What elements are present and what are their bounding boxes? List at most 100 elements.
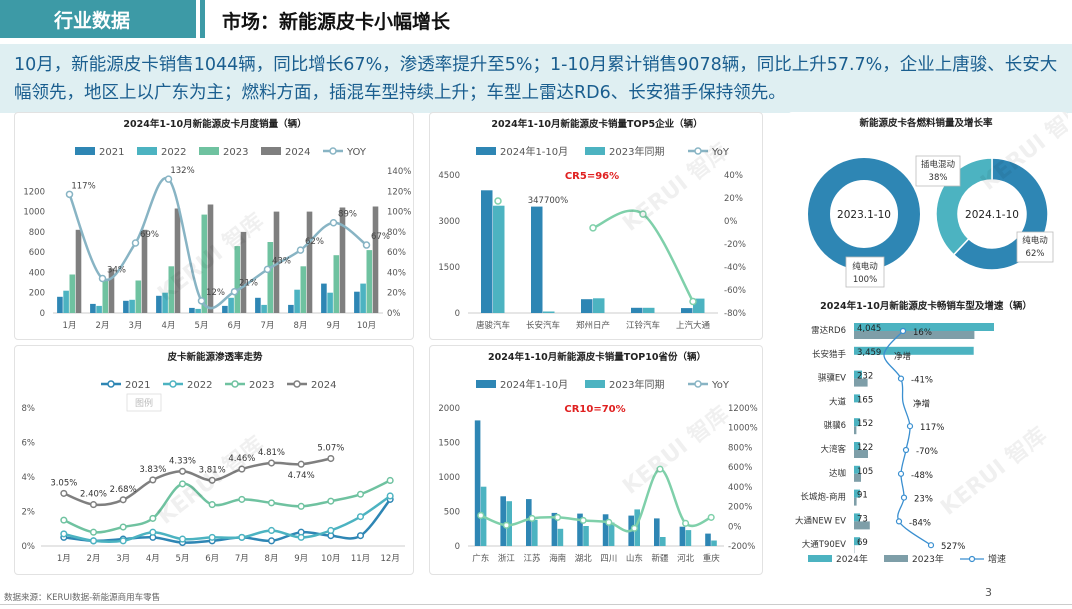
bar: [631, 307, 643, 313]
bar: [372, 206, 379, 313]
bar: [643, 307, 655, 313]
x-tick: 5月: [195, 321, 209, 331]
yoy-point: [689, 297, 697, 306]
yoy-point: [630, 524, 638, 532]
pie-label: 插电混动: [921, 159, 956, 170]
legend-2023-label: 2023年同期: [609, 378, 664, 391]
growth-label: 净增: [894, 351, 911, 362]
bar: [581, 299, 593, 313]
bar: [481, 190, 493, 313]
x-tick: 7月: [235, 554, 249, 564]
bar: [123, 300, 129, 313]
bar-value: 105: [857, 467, 873, 477]
y-tick: 4%: [22, 473, 36, 483]
yoy-label: 347700%: [528, 196, 569, 206]
model-label: 骐骥EV: [818, 373, 846, 384]
legend-2024-label: 2024: [311, 380, 336, 391]
legend-2022-swatch: [137, 147, 157, 155]
bar: [168, 266, 175, 313]
series-point-2023: [386, 476, 394, 484]
bar-2023: [854, 521, 870, 530]
legend-2022-label: 2022: [161, 147, 186, 158]
yoy-point: [682, 519, 690, 527]
bar-2023: [854, 450, 868, 458]
bar: [267, 242, 274, 313]
x-tick: 河北: [677, 553, 695, 564]
bar: [339, 207, 346, 313]
legend-2024-swatch: [476, 380, 496, 388]
y-tick: 600: [29, 248, 45, 258]
y2-tick: 120%: [387, 187, 411, 197]
legend-2022-label: 2022: [187, 380, 212, 391]
series-point-2023: [238, 495, 246, 503]
bar-2024: [854, 346, 974, 355]
legend-growth-marker: [968, 555, 976, 563]
bar: [608, 522, 615, 546]
series-point-2024: [238, 465, 246, 473]
x-tick: 12月: [381, 554, 400, 564]
series-point-2021: [356, 532, 365, 540]
pie-center-label: 2024.1-10: [965, 209, 1019, 221]
x-tick: 四川: [600, 554, 617, 564]
section-tag: 行业数据: [0, 0, 196, 38]
legend-2023-label: 2023年同期: [609, 145, 664, 158]
model-label: 大通NEW EV: [795, 515, 846, 526]
series-point-2023: [356, 490, 365, 498]
bar: [222, 305, 228, 313]
growth-label: 117%: [920, 423, 944, 433]
growth-label: 23%: [914, 495, 933, 505]
pen-label: 4.81%: [258, 448, 285, 458]
legend-2021-swatch: [75, 147, 95, 155]
bar: [577, 513, 583, 546]
bar: [493, 205, 505, 313]
yoy-point: [197, 297, 206, 305]
growth-point: [902, 446, 910, 454]
bar-2023: [854, 473, 861, 482]
y-tick: 3000: [438, 217, 460, 227]
y2-tick: 100%: [387, 208, 411, 218]
bar: [711, 540, 717, 546]
legend-yoy-marker: [694, 147, 702, 155]
y2-tick: 140%: [387, 167, 411, 177]
legend-2021-label: 2021: [125, 380, 150, 391]
y-tick: 1000: [438, 473, 460, 483]
chart-title: 2024年1-10月新能源皮卡月度销量（辆）: [123, 118, 306, 130]
bar: [543, 311, 555, 313]
series-point-2021: [267, 537, 276, 545]
model-label: 大通T90EV: [802, 539, 846, 550]
y-tick: 1200: [23, 187, 45, 197]
bar: [679, 526, 686, 546]
bar: [201, 214, 208, 313]
yoy-point: [263, 265, 272, 274]
legend-2023-label: 2023: [249, 380, 274, 391]
series-point-2024: [60, 489, 68, 497]
y2-tick: 20%: [387, 289, 406, 299]
models-chart: 2024年1-10月新能源皮卡畅销车型及增速（辆） 雷达RD6 4,045 长安猎手 3…: [795, 300, 1052, 565]
bar: [321, 283, 327, 313]
bar: [156, 295, 162, 313]
x-tick: 郑州日产: [576, 320, 610, 331]
model-label: 大道: [829, 396, 847, 407]
series-point-2022: [297, 533, 305, 541]
legend-2023-swatch: [585, 380, 605, 388]
series-point-2024: [327, 454, 335, 463]
growth-label: -84%: [909, 518, 931, 528]
series-point-2023: [297, 502, 305, 510]
x-tick: 8月: [294, 321, 308, 331]
legend-2023-swatch: [199, 147, 219, 155]
legend-yoy-label: YoY: [711, 147, 730, 158]
bar: [141, 229, 148, 313]
pen-label: 4.74%: [288, 471, 315, 481]
pen-label: 4.33%: [169, 456, 196, 466]
y2-tick: 1200%: [728, 404, 758, 414]
y2-tick: -20%: [724, 240, 746, 250]
y2-tick: 600%: [728, 463, 752, 473]
bar: [240, 231, 247, 313]
chart-title: 皮卡新能源渗透率走势: [166, 351, 263, 363]
yoy-label: 69%: [140, 230, 159, 240]
legend-2024-label: 2024: [285, 147, 310, 158]
series-point-2023: [267, 499, 276, 507]
footer-source: 数据来源：KERUI数据-新能源商用车零售: [4, 593, 161, 603]
model-label: 长城炮-商用: [800, 492, 846, 503]
cr10-annotation: CR10=70%: [564, 404, 625, 415]
